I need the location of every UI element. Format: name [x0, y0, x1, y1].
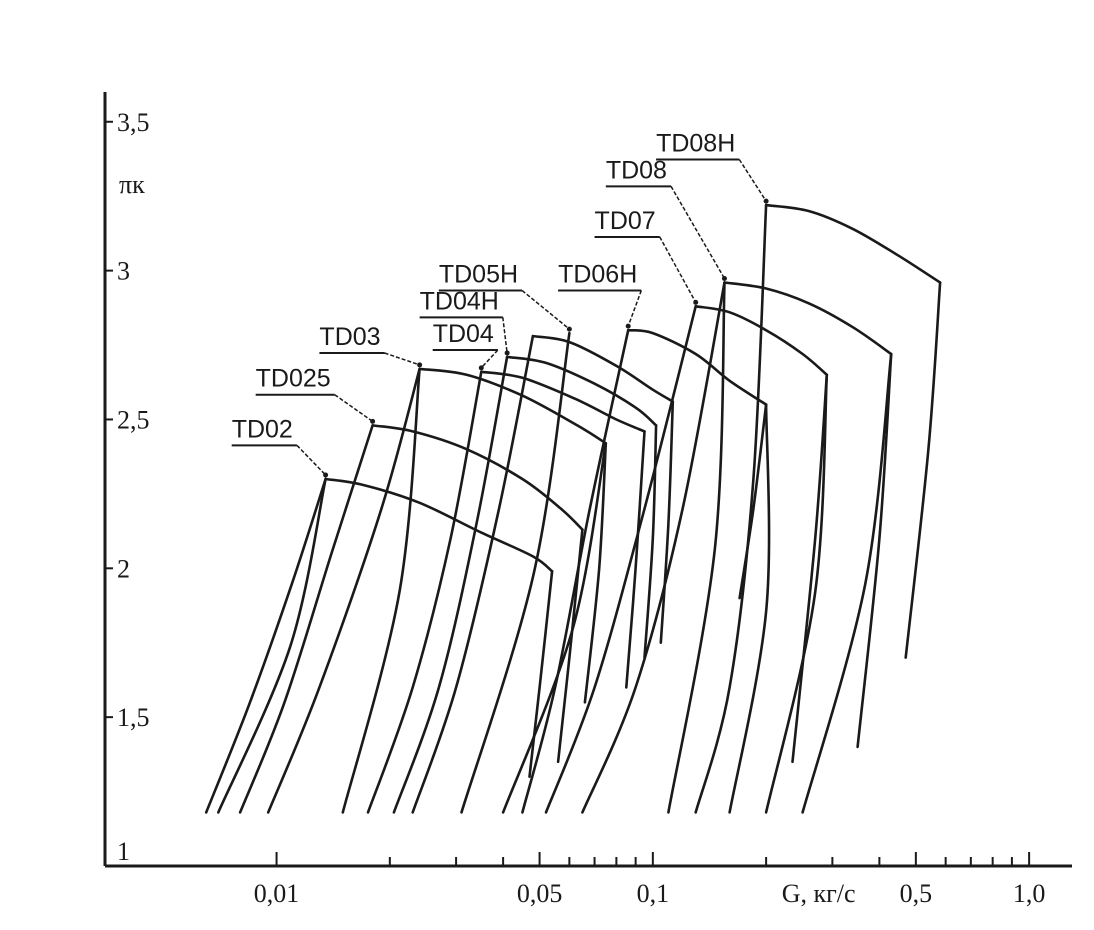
speed-line-top [764, 203, 942, 284]
surge-line [366, 370, 483, 814]
x-tick-label: 0,1 [637, 879, 670, 908]
constant-speed-line [801, 352, 893, 814]
series-label: TD05H [439, 261, 518, 289]
series-label: TD025 [256, 365, 331, 393]
choke-line [659, 400, 675, 644]
series-td08h [694, 203, 942, 814]
leader-arrowhead [417, 362, 423, 368]
constant-speed-line [667, 281, 726, 814]
constant-speed-line [460, 331, 571, 814]
y-tick-label: 3,5 [117, 108, 150, 137]
series-td06h [521, 328, 768, 814]
series-label: TD07 [595, 207, 656, 235]
y-tick-label: 1 [117, 837, 130, 866]
leader-arrowhead [721, 276, 727, 282]
series-label: TD04 [433, 320, 494, 348]
series-curves [204, 203, 942, 814]
x-tick-label: 0,5 [900, 879, 933, 908]
speed-line-top [723, 281, 893, 356]
speed-line-top [371, 424, 584, 531]
leader-arrowhead [763, 198, 769, 204]
x-axis-title: G, кг/с [782, 879, 856, 908]
axes: 1 1,5 2 2,5 3 3,5 0,01 0,05 0,1 0,5 1,0 [103, 92, 1072, 908]
speed-line-top [505, 355, 658, 427]
choke-line [583, 442, 608, 704]
series-td02 [204, 477, 554, 814]
series-label: TD08 [606, 156, 667, 184]
leader-arrowhead [478, 365, 484, 371]
y-tick-label: 2,5 [117, 405, 150, 434]
series-label: TD08H [656, 130, 735, 158]
surge-line [411, 334, 535, 814]
x-tick-label: 0,05 [517, 879, 563, 908]
y-axis-title: πк [119, 170, 145, 199]
label-leader [521, 289, 570, 330]
choke-line [904, 281, 942, 659]
y-tick-label: 3 [117, 257, 130, 286]
series-label: TD06H [558, 261, 637, 289]
label-leader [502, 317, 508, 353]
speed-line-top [418, 367, 608, 445]
constant-speed-line [728, 403, 771, 814]
x-tick-label: 1,0 [1013, 879, 1046, 908]
leader-arrowhead [323, 472, 329, 478]
series-td08 [581, 281, 893, 814]
leader-arrowhead [504, 350, 510, 356]
choke-line [791, 373, 829, 764]
leader-arrowhead [625, 323, 631, 329]
surge-line [266, 367, 421, 814]
label-leader [384, 352, 420, 366]
label-leader [480, 349, 499, 369]
constant-speed-line [217, 477, 327, 814]
constant-speed-line [764, 373, 829, 814]
surge-line [392, 355, 509, 814]
label-leader [659, 236, 697, 303]
series-td04 [366, 370, 646, 814]
leader-arrowhead [566, 326, 572, 332]
leader-arrowhead [693, 299, 699, 305]
choke-line [528, 570, 554, 778]
y-tick-label: 1,5 [117, 703, 150, 732]
leader-arrowhead [370, 418, 376, 424]
choke-line [856, 352, 893, 749]
series-label: TD03 [319, 323, 380, 351]
label-leader [334, 394, 374, 423]
x-tick-label: 0,01 [254, 879, 300, 908]
label-leader [670, 185, 726, 279]
series-td05h [411, 334, 675, 814]
speed-line-top [324, 477, 554, 573]
choke-line [625, 430, 646, 689]
surge-line [581, 281, 726, 814]
y-tick-label: 2 [117, 554, 130, 583]
label-leader [296, 444, 327, 476]
label-leader [627, 290, 643, 327]
speed-line-top [480, 370, 646, 433]
series-label: TD04H [420, 287, 499, 315]
choke-line [738, 403, 768, 600]
label-leader [738, 159, 767, 202]
series-td04h [392, 355, 658, 814]
series-label: TD02 [232, 415, 293, 443]
surge-line [238, 424, 374, 814]
constant-speed-line [341, 367, 421, 814]
surge-line [204, 477, 327, 814]
surge-line [521, 328, 630, 814]
speed-line-top [531, 334, 675, 403]
surge-line [544, 305, 697, 814]
surge-line [694, 203, 768, 814]
choke-line [643, 424, 658, 659]
speed-line-top [626, 328, 768, 406]
constant-speed-line [501, 442, 608, 814]
